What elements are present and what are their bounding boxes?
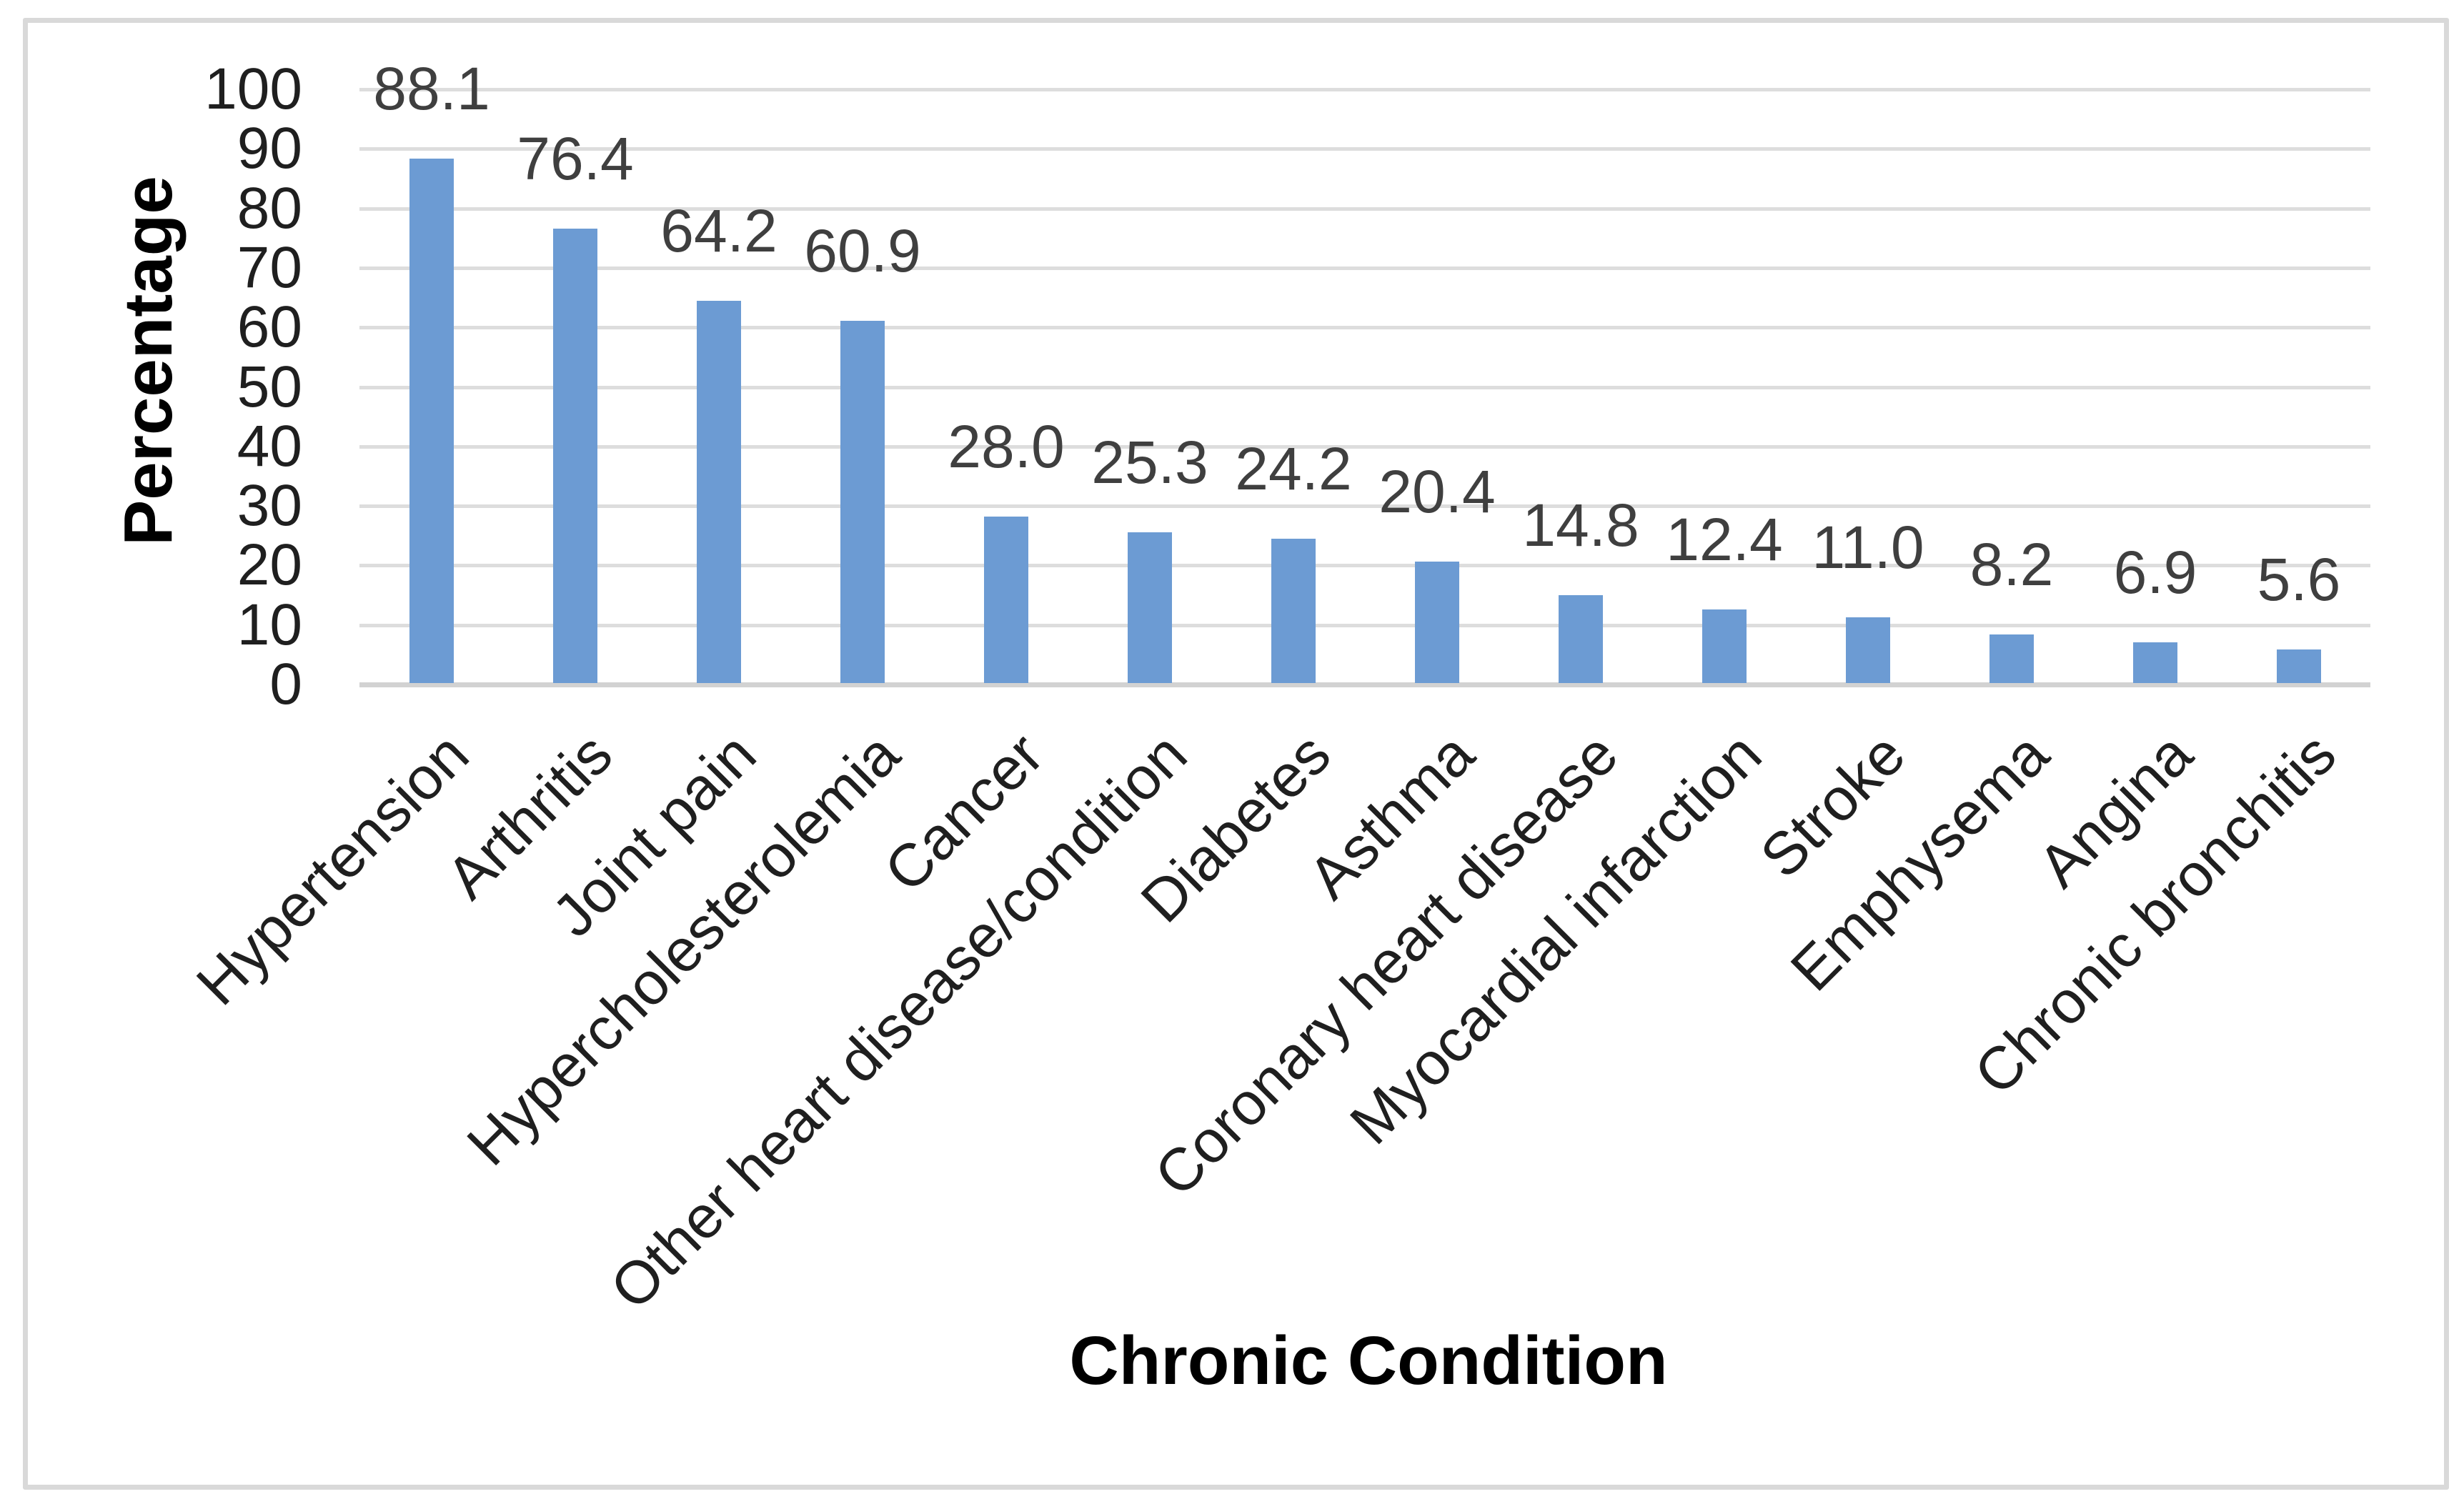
gridline [359,504,2370,509]
value-label: 8.2 [1969,531,2054,598]
bar [840,321,885,683]
x-axis-line [359,682,2370,687]
value-label: 24.2 [1235,435,1352,502]
bar [984,517,1028,683]
figure-border [23,18,2449,1490]
y-tick-label: 60 [237,294,302,360]
value-label: 88.1 [373,55,490,122]
bar [697,301,741,683]
y-tick-label: 70 [237,234,302,300]
value-label: 28.0 [948,413,1065,480]
bar [2277,649,2321,683]
gridline [359,88,2370,91]
value-label: 76.4 [517,125,634,192]
value-label: 60.9 [804,217,921,284]
y-tick-label: 0 [269,652,302,717]
gridline [359,326,2370,330]
bar [1415,562,1459,683]
gridline [359,564,2370,568]
bar [1702,609,1747,683]
y-tick-label: 40 [237,413,302,479]
y-tick-label: 80 [237,175,302,241]
bar [553,229,597,683]
plot-area: 88.1 76.4 64.2 60.9 28.0 25.3 24.2 20.4 14.8 12.4… [359,59,2370,687]
y-tick-label: 50 [237,354,302,419]
bar [1559,595,1603,683]
y-tick-label: 90 [237,116,302,181]
bar [1846,617,1890,683]
gridline [359,206,2370,211]
gridline [359,385,2370,389]
bar [2133,642,2177,683]
bar [1128,532,1172,683]
y-tick-label: 10 [237,592,302,657]
x-axis-title: Chronic Condition [1069,1323,1668,1399]
gridline [359,266,2370,270]
bar [409,159,454,683]
value-label: 5.6 [2257,546,2341,613]
value-label: 6.9 [2113,539,2197,606]
gridline [359,444,2370,449]
value-label: 20.4 [1378,458,1496,525]
gridline [359,623,2370,627]
y-axis-title: Percentage [110,176,187,546]
value-label: 14.8 [1522,492,1639,559]
value-label: 25.3 [1091,429,1208,496]
bar [1271,539,1316,683]
y-tick-label: 100 [204,56,302,121]
y-tick-label: 20 [237,532,302,598]
value-label: 12.4 [1666,506,1783,573]
value-label: 11.0 [1812,514,1924,581]
bar [1989,634,2034,683]
y-tick-label: 30 [237,473,302,539]
value-label: 64.2 [660,197,778,264]
gridline [359,147,2370,151]
